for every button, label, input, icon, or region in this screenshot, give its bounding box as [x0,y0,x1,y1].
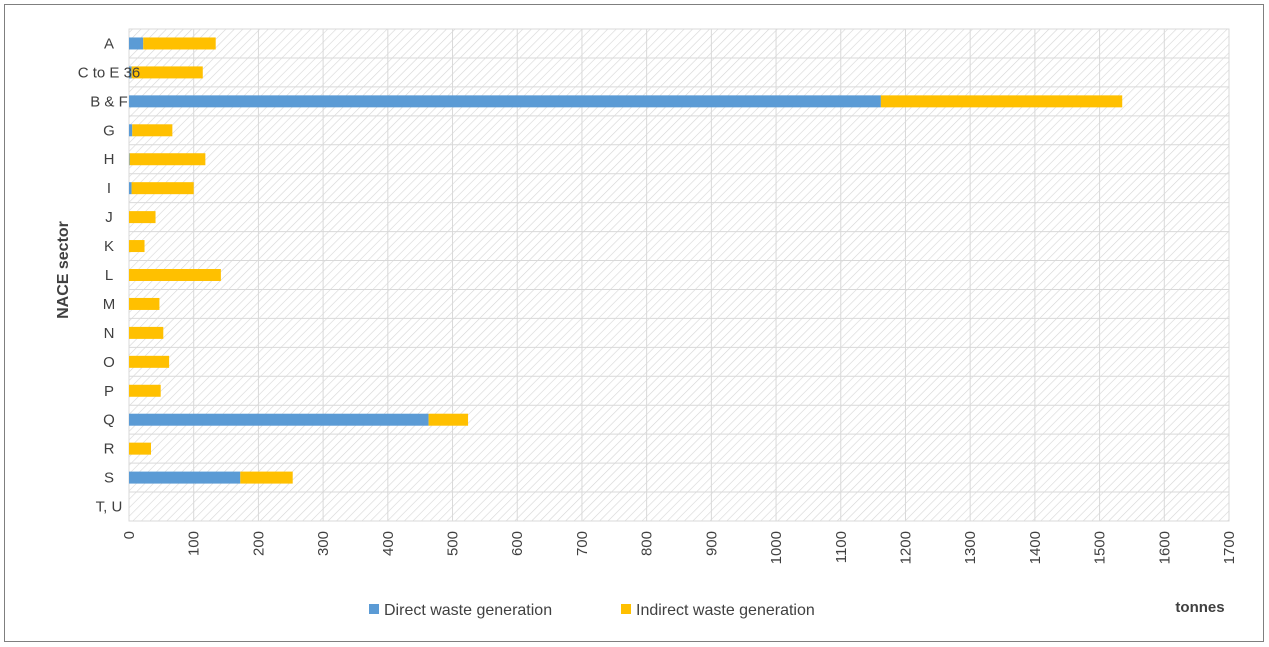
legend-swatch-indirect [621,604,631,614]
y-category-label: H [104,151,115,168]
y-category-label: O [103,354,115,371]
bar-indirect [129,240,145,253]
x-tick-label: 300 [315,531,332,556]
bars [129,37,1123,484]
x-tick-label: 900 [703,531,720,556]
legend-swatch-direct [369,604,379,614]
bar-indirect [131,66,203,79]
bar-direct [129,182,132,195]
bar-indirect [129,269,221,281]
legend-label-direct: Direct waste generation [384,602,552,619]
bar-indirect [143,37,216,50]
bar-indirect [129,297,160,310]
y-category-label: M [103,296,116,313]
x-tick-label: 1400 [1027,531,1044,564]
x-tick-label: 1200 [897,531,914,564]
y-category-label: L [105,267,113,284]
bar-indirect [129,326,164,339]
y-axis-title: NACE sector [55,221,72,319]
bar-indirect [129,153,206,166]
x-tick-label: 1300 [962,531,979,564]
bar-direct [129,153,130,166]
y-category-label: I [107,180,111,197]
y-category-label: K [104,238,114,255]
bar-indirect [131,182,194,195]
x-tick-label: 1600 [1156,531,1173,564]
x-tick-label: 100 [186,531,203,556]
bar-direct [129,95,881,108]
bar-indirect [240,471,293,484]
x-axis-ticks: 0 100 200 300 400 500 600 700 800 900 1000 1100 1200… [121,531,1238,564]
y-category-label: J [105,209,113,226]
plot-area [128,28,1230,522]
bar-direct [129,413,429,426]
bar-indirect [129,442,151,455]
x-axis-title: tonnes [1175,599,1224,616]
y-category-label: N [104,325,115,342]
y-category-label: A [104,35,114,52]
x-tick-label: 800 [639,531,656,556]
bar-direct [129,124,133,137]
y-category-label: S [104,470,114,487]
bar-indirect [129,384,161,397]
x-tick-label: 0 [121,531,138,539]
bar-indirect [880,95,1123,108]
bar-indirect [428,413,469,426]
x-tick-label: 1700 [1221,531,1238,564]
bar-direct [129,66,132,79]
x-tick-label: 700 [574,531,591,556]
x-tick-label: 400 [380,531,397,556]
bar-indirect [129,355,170,368]
y-category-label: Q [103,412,115,429]
x-tick-label: 500 [445,531,462,556]
y-category-label: R [104,441,115,458]
y-category-label: C to E 36 [78,64,141,81]
bar-direct [129,471,241,484]
y-category-label: T, U [96,499,123,516]
y-category-label: G [103,122,115,139]
bar-direct [129,37,144,50]
bar-indirect [132,124,173,137]
x-tick-label: 600 [509,531,526,556]
gridlines [128,28,1230,522]
legend-label-indirect: Indirect waste generation [636,602,815,619]
y-category-label: B & F [90,93,128,110]
x-tick-label: 1500 [1092,531,1109,564]
x-tick-label: 1000 [768,531,785,564]
bar-indirect [129,211,156,224]
legend: Direct waste generation Indirect waste g… [369,602,815,619]
y-category-label: P [104,383,114,400]
x-tick-label: 1100 [833,531,850,563]
x-tick-label: 200 [250,531,267,556]
